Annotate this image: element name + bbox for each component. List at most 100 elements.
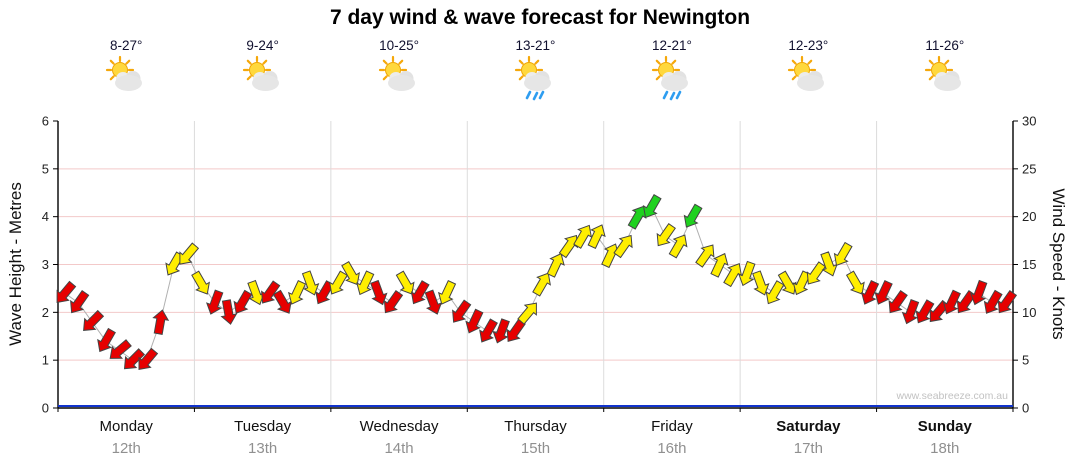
day-date: 17th [793, 440, 823, 457]
day-header-thursday: 13-21° [467, 38, 603, 118]
sun-cloud-icon [242, 55, 279, 91]
wind-arrow [969, 279, 988, 306]
wind-arrow [613, 234, 633, 259]
wind-arrow [410, 280, 430, 305]
day-name: Wednesday [359, 418, 439, 435]
wind-arrow [220, 299, 238, 325]
sun-ray [792, 59, 798, 65]
wind-arrow [942, 289, 961, 315]
rain-drop [675, 90, 682, 100]
sun-ray [246, 75, 252, 81]
watermark: www.seabreeze.com.au [896, 390, 1009, 402]
wind-arrow [479, 318, 498, 343]
wind-arrow [205, 289, 224, 315]
cloud-body [797, 75, 825, 91]
day-date: 18th [930, 440, 960, 457]
right-tick-label: 15 [1022, 257, 1036, 272]
sun-ray [792, 75, 798, 81]
day-name: Saturday [776, 418, 841, 435]
wind-arrow [752, 270, 770, 296]
day-date: 16th [657, 440, 687, 457]
sun-ray [261, 59, 267, 65]
wind-arrow [370, 279, 388, 306]
day-name: Sunday [917, 418, 972, 435]
wind-arrow [395, 270, 415, 295]
sun-cloud-rain-icon [515, 55, 552, 101]
day-header-saturday: 12-23° [740, 38, 876, 118]
wind-arrow [532, 272, 551, 297]
wind-arrow [792, 270, 811, 296]
day-date: 12th [111, 440, 141, 457]
sun-ray [928, 59, 934, 65]
rain-drop [669, 91, 676, 101]
wind-arrow [845, 270, 865, 295]
day-temp: 12-21° [651, 38, 692, 53]
rain-drop [662, 90, 669, 100]
right-tick-label: 0 [1022, 401, 1029, 416]
wind-arrow [642, 194, 662, 219]
wind-arrow [83, 309, 105, 331]
day-name: Thursday [504, 418, 567, 435]
wind-arrow [123, 348, 146, 370]
day-temp: 13-21° [515, 38, 556, 53]
left-tick-label: 1 [42, 353, 49, 368]
wind-arrow [695, 244, 715, 268]
day-labels: Monday 12th Tuesday 13th Wednesday 14th Thursd… [58, 416, 1013, 460]
right-axis-title: Wind Speed - Knots [1049, 188, 1068, 340]
wind-arrow [901, 299, 920, 325]
cloud-body [251, 75, 279, 91]
day-date: 15th [520, 440, 551, 457]
right-tick-label: 25 [1022, 161, 1036, 176]
left-tick-label: 3 [42, 257, 49, 272]
sun-ray [944, 59, 950, 65]
right-tick-label: 30 [1022, 114, 1036, 129]
wind-arrow [301, 270, 320, 296]
wind-arrow [915, 299, 935, 324]
wind-arrow [97, 327, 116, 353]
day-label-tuesday: Tuesday 13th [194, 416, 330, 460]
day-label-wednesday: Wednesday 14th [331, 416, 467, 460]
day-temp: 12-23° [788, 38, 829, 53]
wind-arrow [860, 279, 880, 305]
left-tick-label: 2 [42, 305, 49, 320]
cloud-body [933, 75, 961, 91]
sun-ray [125, 59, 131, 65]
wind-arrow [738, 260, 756, 287]
wind-arrow [287, 279, 307, 305]
wind-arrow [587, 224, 606, 250]
wind-arrow [517, 302, 537, 325]
right-tick-label: 20 [1022, 209, 1036, 224]
day-label-thursday: Thursday 15th [467, 416, 603, 460]
wind-arrow [138, 347, 159, 370]
left-tick-label: 6 [42, 114, 49, 129]
wind-arrow [109, 339, 132, 359]
wind-arrow [956, 289, 977, 314]
sun-ray [807, 59, 813, 65]
day-date: 14th [384, 440, 414, 457]
right-tick-label: 5 [1022, 353, 1029, 368]
rain-drop [539, 90, 545, 100]
day-label-sunday: Sunday 18th [877, 416, 1013, 460]
sun-ray [519, 75, 525, 81]
sun-ray [534, 59, 540, 65]
day-temp: 11-26° [925, 38, 965, 53]
wind-speed-connector [64, 206, 1007, 361]
wind-arrow [56, 280, 77, 303]
right-tick-label: 10 [1022, 305, 1036, 320]
sun-ray [109, 59, 115, 65]
wind-arrow [261, 280, 281, 304]
sun-ray [519, 59, 525, 65]
cloud-body [524, 75, 552, 91]
day-date: 13th [248, 440, 278, 457]
wind-arrow [492, 318, 510, 344]
sun-cloud-icon [378, 55, 416, 91]
day-header-monday: 8-27° [58, 38, 194, 118]
day-name: Friday [651, 418, 693, 435]
sun-ray [928, 75, 934, 81]
sun-ray [382, 75, 388, 81]
wind-arrow [437, 279, 457, 305]
day-temp: 10-25° [379, 38, 420, 53]
day-name: Monday [99, 418, 153, 435]
wind-arrow [558, 234, 579, 259]
day-headers: 8-27° 9-24° 10-25° 13-21° 12-21° 12-23° 11-26° [58, 38, 1013, 118]
